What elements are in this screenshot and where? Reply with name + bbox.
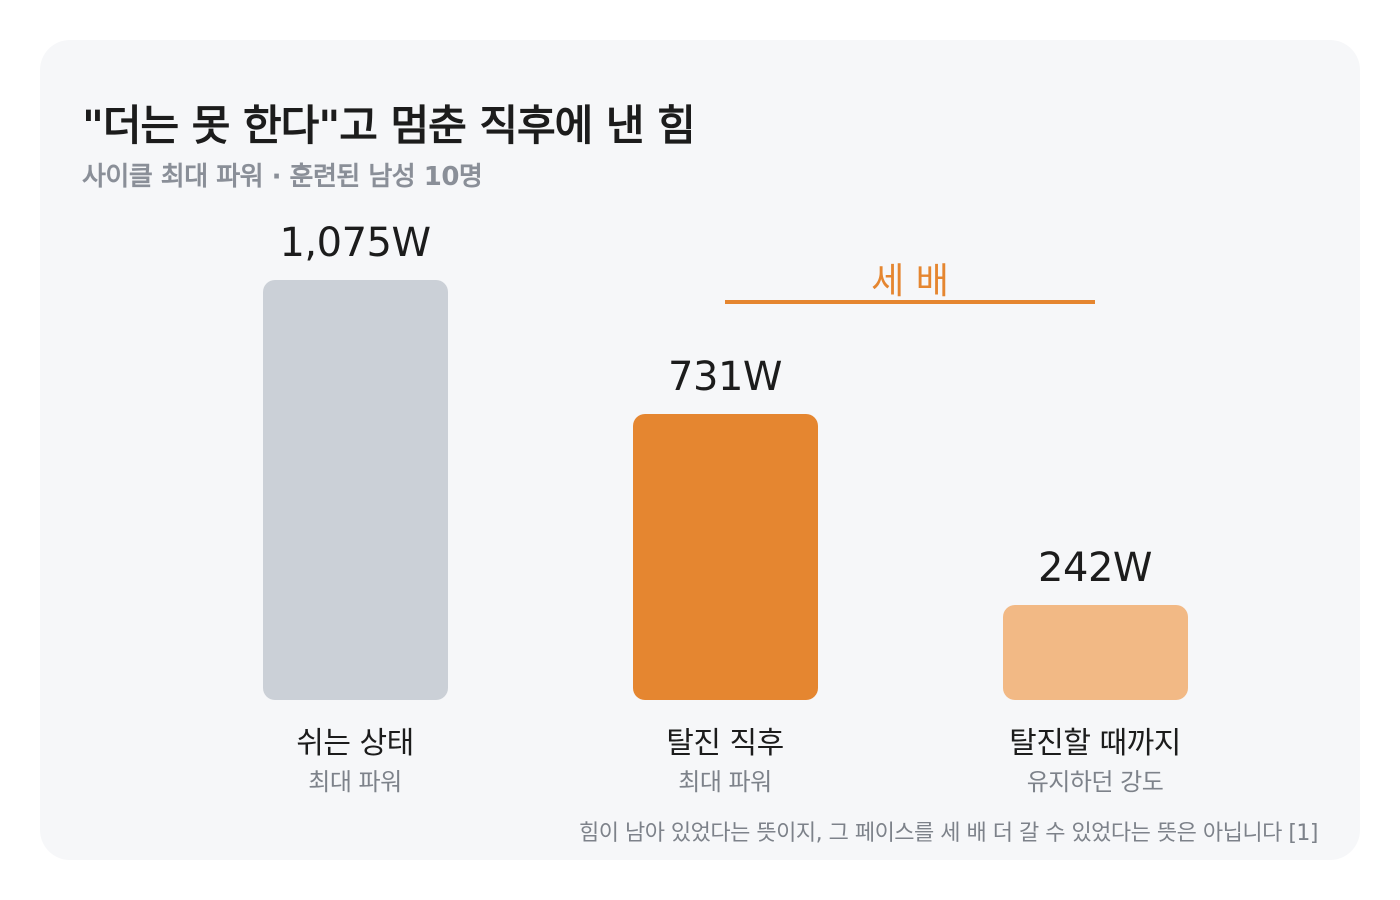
category-label-3: 탈진할 때까지	[1009, 726, 1181, 761]
value-label-2: 731W	[668, 354, 782, 400]
chart-subtitle: 사이클 최대 파워 · 훈련된 남성 10명	[82, 162, 483, 192]
chart-title: "더는 못 한다"고 멈춘 직후에 낸 힘	[82, 101, 696, 150]
footnote: 힘이 남아 있었다는 뜻이지, 그 페이스를 세 배 더 갈 수 있었다는 뜻은…	[578, 821, 1319, 846]
bar-3	[1002, 605, 1188, 700]
value-label-1: 1,075W	[279, 220, 431, 266]
annotation-line	[725, 300, 1095, 304]
bar-2	[632, 414, 818, 700]
category-sublabel-2: 최대 파워	[678, 768, 772, 796]
annotation-label: 세 배	[871, 261, 949, 302]
category-label-2: 탈진 직후	[666, 726, 784, 761]
bar-1	[262, 280, 448, 700]
value-label-3: 242W	[1038, 545, 1152, 591]
category-label-1: 쉬는 상태	[296, 726, 414, 761]
category-sublabel-1: 최대 파워	[308, 768, 402, 796]
category-sublabel-3: 유지하던 강도	[1026, 768, 1164, 796]
